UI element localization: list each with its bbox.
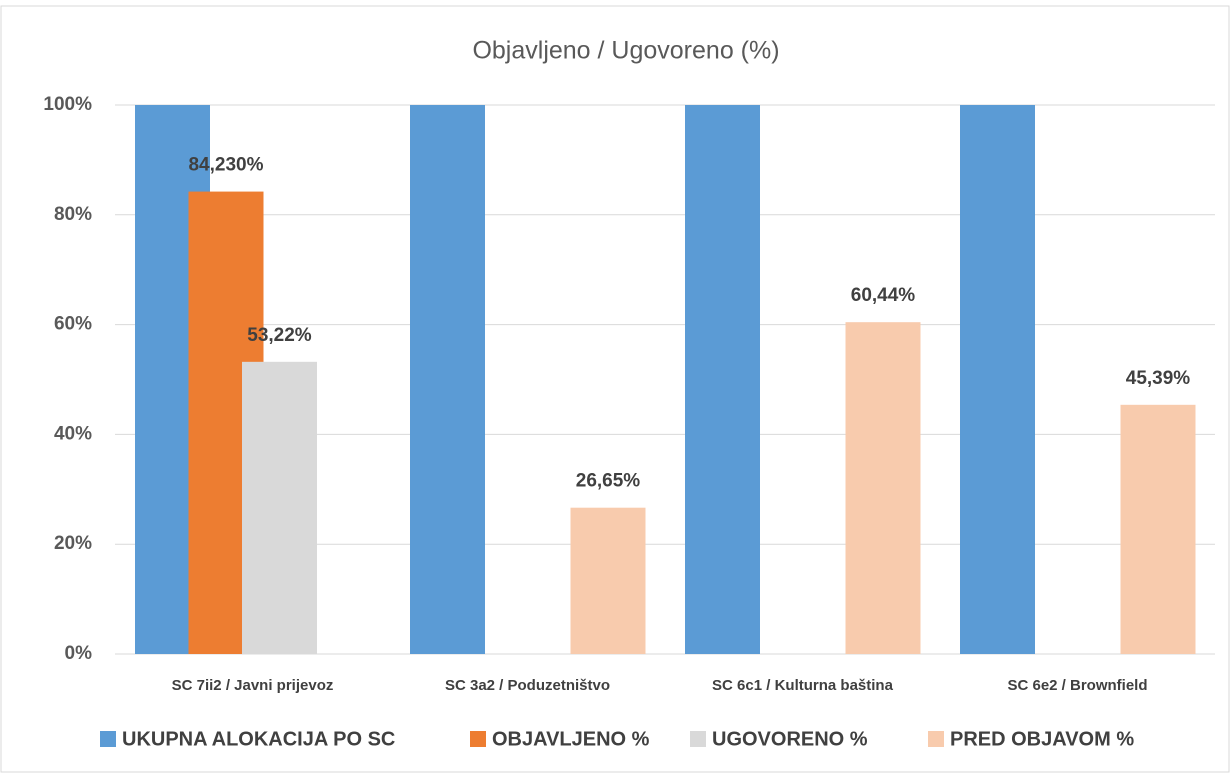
bar — [242, 361, 317, 654]
y-tick-label: 60% — [54, 314, 92, 335]
x-tick-label: SC 6e2 / Brownfield — [1007, 677, 1147, 694]
x-tick-label: SC 7ii2 / Javni prijevoz — [172, 677, 334, 694]
data-label: 84,230% — [188, 155, 263, 176]
data-label: 60,44% — [851, 285, 916, 306]
x-tick-label: SC 6c1 / Kulturna baština — [712, 677, 894, 694]
data-label: 53,22% — [247, 325, 312, 346]
y-tick-label: 80% — [54, 204, 92, 225]
data-label: 45,39% — [1126, 368, 1191, 389]
legend-label: OBJAVLJENO % — [492, 728, 650, 750]
y-tick-label: 40% — [54, 423, 92, 444]
legend-label: PRED OBJAVOM % — [950, 728, 1134, 750]
bar — [960, 105, 1035, 654]
legend-swatch — [100, 731, 116, 747]
data-label: 26,65% — [576, 471, 641, 492]
legend-swatch — [928, 731, 944, 747]
x-tick-label: SC 3a2 / Poduzetništvo — [445, 677, 610, 694]
y-tick-label: 100% — [43, 94, 92, 115]
y-tick-label: 20% — [54, 533, 92, 554]
legend-swatch — [690, 731, 706, 747]
bar — [685, 105, 760, 654]
bar — [845, 322, 921, 654]
bar — [570, 507, 646, 654]
legend-label: UKUPNA ALOKACIJA PO SC — [122, 728, 395, 750]
legend-label: UGOVORENO % — [712, 728, 868, 750]
chart-title: Objavljeno / Ugovoreno (%) — [472, 37, 779, 65]
bar — [410, 105, 485, 654]
legend-swatch — [470, 731, 486, 747]
y-tick-label: 0% — [65, 643, 93, 664]
bar — [1120, 404, 1196, 654]
